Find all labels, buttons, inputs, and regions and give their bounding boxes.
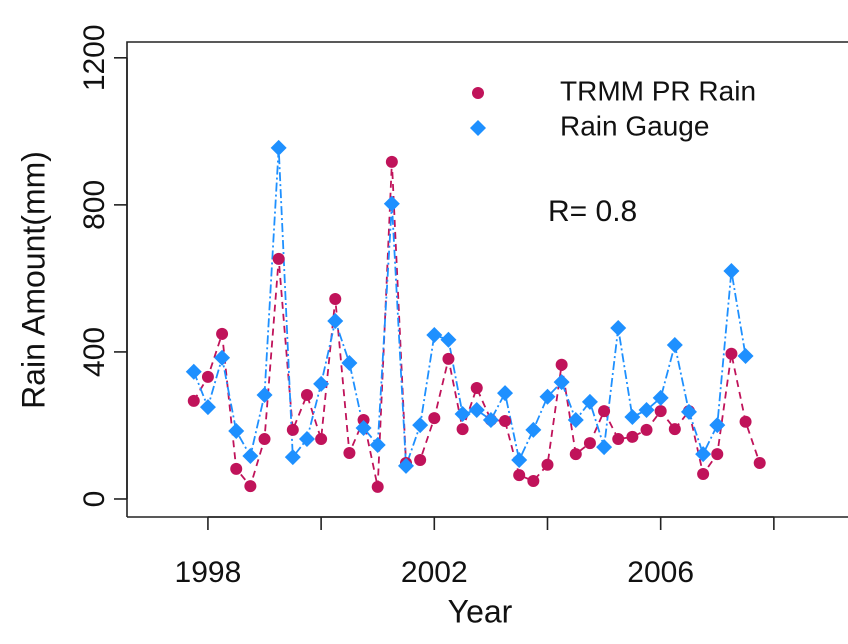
data-point: [668, 423, 681, 436]
data-point: [284, 449, 301, 466]
data-point: [272, 252, 285, 265]
data-point: [511, 452, 528, 469]
data-point: [187, 394, 200, 407]
data-point: [242, 447, 259, 464]
x-tick-label: 2002: [401, 556, 468, 589]
data-point: [270, 139, 287, 156]
data-point: [228, 422, 245, 439]
data-point: [680, 403, 697, 420]
x-tick-label: 2006: [627, 556, 694, 589]
y-tick-label: 800: [78, 180, 111, 230]
legend-label: Rain Gauge: [560, 110, 709, 141]
data-point: [725, 347, 738, 360]
data-point: [414, 454, 427, 467]
data-point: [654, 405, 667, 418]
data-point: [329, 292, 342, 305]
data-point: [442, 352, 455, 365]
legend-label: TRMM PR Rain: [560, 75, 756, 106]
data-point: [709, 417, 726, 434]
data-point: [343, 447, 356, 460]
data-point: [624, 409, 641, 425]
data-point: [185, 363, 202, 380]
data-point: [199, 399, 216, 416]
y-tick-label: 0: [78, 491, 111, 508]
x-axis-title: Year: [448, 593, 513, 629]
legend-marker: [472, 87, 484, 99]
data-point: [640, 423, 653, 436]
data-point: [652, 389, 669, 406]
data-point: [525, 421, 542, 438]
data-point: [527, 474, 540, 487]
data-point: [638, 402, 655, 419]
data-point: [258, 433, 271, 446]
data-point: [357, 413, 370, 426]
legend-marker: [470, 120, 486, 136]
y-tick-label: 400: [78, 327, 111, 377]
data-point: [440, 331, 457, 348]
data-point: [298, 431, 315, 448]
data-point: [385, 155, 398, 168]
data-point: [555, 358, 568, 371]
data-point: [482, 411, 499, 428]
data-point: [456, 423, 469, 436]
data-point: [739, 415, 752, 428]
data-point: [244, 480, 257, 493]
data-point: [468, 402, 485, 419]
data-point: [428, 412, 441, 425]
data-point: [569, 448, 582, 461]
data-point: [723, 263, 740, 280]
plot-frame: [126, 41, 848, 518]
y-axis-title: Rain Amount(mm): [15, 151, 51, 409]
data-point: [513, 469, 526, 482]
data-point: [598, 405, 611, 418]
data-point: [539, 388, 556, 405]
data-point: [497, 385, 514, 402]
data-point: [612, 433, 625, 446]
x-tick-label: 1998: [175, 556, 242, 589]
data-point: [412, 417, 429, 434]
data-point: [581, 393, 598, 410]
data-point: [313, 375, 330, 392]
data-point: [355, 420, 372, 437]
data-point: [666, 336, 683, 353]
data-point: [454, 406, 471, 423]
data-point: [214, 349, 231, 366]
data-point: [626, 430, 639, 443]
data-point: [315, 433, 328, 446]
data-point: [499, 415, 512, 428]
data-point: [216, 327, 229, 340]
data-point: [737, 347, 754, 364]
annotation: R= 0.8: [548, 195, 637, 228]
data-point: [371, 480, 384, 493]
series-line: [192, 147, 747, 467]
data-point: [553, 374, 570, 391]
data-point: [753, 456, 766, 469]
data-point: [300, 388, 313, 401]
data-point: [567, 411, 584, 428]
data-point: [383, 195, 400, 212]
data-point: [583, 437, 596, 450]
data-point: [711, 448, 724, 461]
data-point: [341, 354, 358, 371]
data-point: [369, 436, 386, 453]
y-tick-label: 1200: [78, 24, 111, 91]
data-point: [327, 313, 344, 330]
data-point: [695, 446, 712, 463]
data-point: [596, 439, 613, 456]
data-point: [697, 467, 710, 480]
data-point: [286, 423, 299, 436]
data-point: [541, 458, 554, 471]
data-point: [470, 381, 483, 394]
data-point: [610, 320, 627, 337]
data-point: [426, 327, 443, 344]
data-point: [256, 386, 273, 403]
data-point: [398, 457, 415, 474]
data-point: [230, 462, 243, 475]
series-line: [193, 161, 761, 488]
data-point: [201, 370, 214, 383]
